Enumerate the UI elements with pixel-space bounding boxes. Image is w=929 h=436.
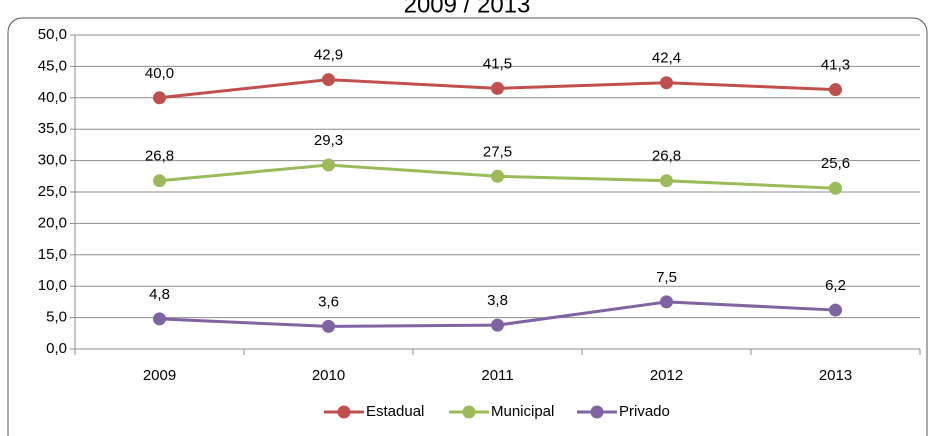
chart-title: 2009 / 2013 [404, 0, 531, 18]
data-label: 26,8 [145, 148, 174, 165]
x-tick-label: 2010 [312, 367, 345, 384]
point [491, 318, 504, 332]
legend-label: Municipal [491, 403, 554, 420]
legend-label: Privado [619, 403, 670, 420]
chart-border [7, 17, 928, 436]
y-tick-label: 50,0 [38, 26, 67, 43]
x-tick-label: 2009 [143, 367, 176, 384]
data-label: 3,6 [318, 293, 339, 310]
point [322, 319, 335, 333]
data-label: 6,2 [825, 277, 846, 294]
legend-marker [337, 405, 351, 419]
data-label: 42,4 [652, 50, 681, 67]
point [322, 158, 335, 172]
y-tick-label: 10,0 [38, 277, 67, 294]
point [660, 76, 673, 90]
data-label: 7,5 [656, 269, 677, 286]
data-label: 42,9 [314, 47, 343, 64]
legend-label: Estadual [366, 403, 424, 420]
point [829, 181, 842, 195]
point [491, 81, 504, 95]
y-tick-label: 40,0 [38, 89, 67, 106]
point [491, 169, 504, 183]
point [153, 312, 166, 326]
y-tick-label: 15,0 [38, 246, 67, 263]
data-label: 40,0 [145, 65, 174, 82]
y-tick-label: 35,0 [38, 120, 67, 137]
point [660, 174, 673, 188]
y-tick-label: 25,0 [38, 183, 67, 200]
data-label: 26,8 [652, 148, 681, 165]
x-tick-label: 2011 [481, 367, 513, 384]
y-tick-label: 20,0 [38, 214, 67, 231]
data-label: 4,8 [149, 286, 170, 303]
data-label: 41,3 [821, 57, 850, 74]
data-label: 27,5 [483, 143, 512, 160]
point [829, 83, 842, 97]
y-tick-label: 0,0 [46, 340, 67, 357]
point [829, 303, 842, 317]
y-tick-label: 45,0 [38, 57, 67, 74]
point [153, 91, 166, 105]
legend-marker [590, 405, 604, 419]
data-label: 41,5 [483, 55, 512, 72]
point [322, 73, 335, 87]
y-tick-label: 30,0 [38, 152, 67, 169]
data-label: 25,6 [821, 155, 850, 172]
data-label: 3,8 [487, 292, 508, 309]
x-tick-label: 2013 [819, 367, 852, 384]
x-tick-label: 2012 [650, 367, 683, 384]
data-label: 29,3 [314, 132, 343, 149]
point [660, 295, 673, 309]
point [153, 174, 166, 188]
y-tick-label: 5,0 [46, 309, 67, 326]
legend-marker [462, 405, 476, 419]
